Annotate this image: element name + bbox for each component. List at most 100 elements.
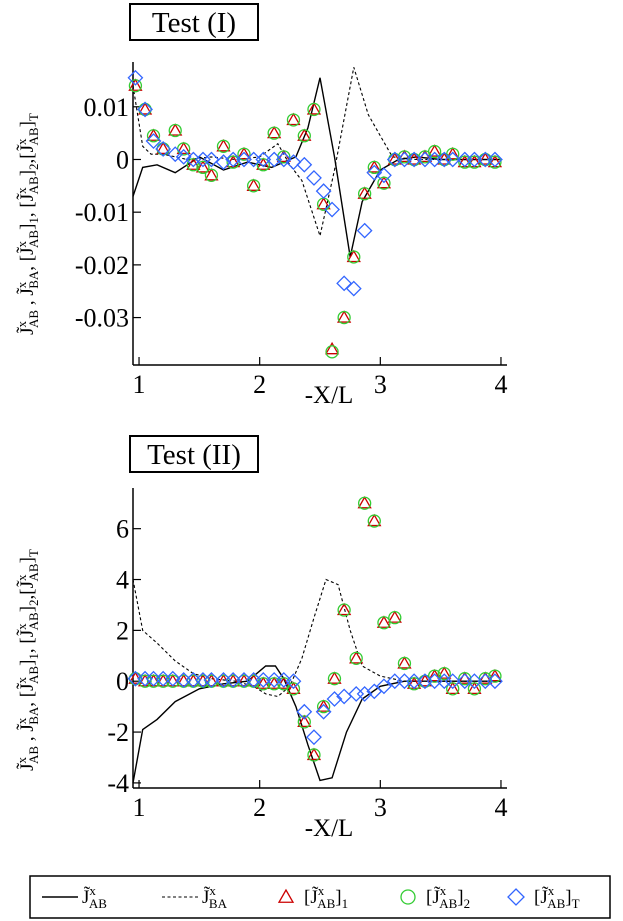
x-tick-label: 4 <box>494 793 507 822</box>
data-point-triangle <box>128 78 143 91</box>
chart1-x-label: -X/L <box>305 382 354 409</box>
x-tick-label: 2 <box>253 370 266 399</box>
legend-label: [J̃x AB]2 <box>426 883 470 911</box>
data-point-diamond <box>285 673 302 690</box>
legend-item-3: [J̃x AB]1 <box>277 883 348 911</box>
data-point-triangle <box>487 668 503 682</box>
data-point-diamond <box>306 170 322 186</box>
data-point-circle <box>467 682 482 696</box>
y-tick-label: -0.03 <box>75 304 129 333</box>
y-tick-label: 0.01 <box>84 93 130 122</box>
data-point-triangle <box>437 666 452 679</box>
data-point-circle <box>216 139 231 153</box>
data-point-diamond <box>203 151 220 168</box>
data-point-triangle <box>427 668 442 682</box>
data-point-circle <box>349 651 363 665</box>
data-point-circle <box>337 603 351 617</box>
data-point-triangle <box>445 681 460 694</box>
y-tick-label: -2 <box>107 718 129 747</box>
data-point-triangle <box>346 249 361 263</box>
data-point-diamond <box>356 686 373 702</box>
data-point-circle <box>297 715 311 729</box>
data-point-triangle <box>146 128 161 141</box>
data-point-circle <box>237 147 251 161</box>
legend-item-1: J̃x AB <box>42 883 107 911</box>
data-point-diamond <box>444 673 461 690</box>
data-point-circle <box>367 514 381 528</box>
legend-label: [J̃x AB]T <box>534 883 580 911</box>
data-point-diamond <box>466 673 483 690</box>
data-point-diamond <box>324 201 340 218</box>
data-point-triangle <box>195 160 211 173</box>
data-point-circle <box>186 158 200 172</box>
data-point-circle <box>267 126 281 140</box>
data-point-triangle <box>256 676 271 689</box>
data-point-triangle <box>236 146 252 160</box>
data-point-diamond <box>348 686 365 702</box>
data-point-diamond <box>127 69 144 86</box>
data-point-diamond <box>366 164 383 181</box>
data-point-diamond <box>255 151 272 168</box>
x-tick-label: 3 <box>374 793 387 822</box>
data-point-circle <box>357 187 372 201</box>
data-point-diamond <box>306 729 322 746</box>
x-tick-label: 2 <box>253 793 266 822</box>
data-point-circle <box>146 129 161 143</box>
data-point-circle <box>347 250 361 264</box>
data-point-triangle <box>137 102 153 115</box>
legend-item-2: J̃x BA <box>162 883 228 911</box>
data-point-triangle <box>337 602 352 616</box>
data-point-diamond <box>487 673 503 690</box>
data-point-triangle <box>267 676 282 689</box>
data-point-circle <box>307 748 321 762</box>
data-point-triangle <box>306 747 322 761</box>
chart1-title: Test (I) <box>152 7 236 39</box>
data-point-triangle <box>168 123 183 136</box>
data-point-triangle <box>349 651 364 664</box>
data-point-circle <box>307 102 321 117</box>
data-point-diamond <box>145 133 162 149</box>
data-point-diamond <box>175 148 192 165</box>
data-point-triangle <box>267 125 282 139</box>
data-point-triangle <box>367 513 382 527</box>
data-point-triangle <box>376 615 392 628</box>
data-point-circle <box>377 616 391 630</box>
data-point-triangle <box>176 141 191 155</box>
data-point-diamond <box>356 222 373 239</box>
data-point-diamond <box>137 101 153 118</box>
series-line-jab <box>132 665 501 784</box>
data-point-diamond <box>275 151 292 168</box>
data-point-circle <box>128 672 143 686</box>
data-point-triangle <box>216 139 231 152</box>
legend-marker-triangle <box>277 888 295 903</box>
data-point-diamond <box>164 670 181 687</box>
data-point-diamond <box>406 673 423 690</box>
data-point-triangle <box>246 178 261 191</box>
data-point-circle <box>337 310 351 325</box>
data-point-triangle <box>367 160 382 173</box>
legend-label: J̃x AB <box>82 883 107 911</box>
data-point-triangle <box>337 310 352 323</box>
data-point-triangle <box>286 112 301 126</box>
data-point-circle <box>246 179 261 193</box>
data-point-triangle <box>306 102 322 115</box>
data-point-circle <box>128 79 143 93</box>
data-point-diamond <box>275 672 292 688</box>
legend-item-4: [J̃x AB]2 <box>400 883 470 911</box>
data-point-circle <box>377 176 391 190</box>
data-point-triangle <box>397 656 412 669</box>
data-point-diamond <box>466 151 483 168</box>
chart1-title-box <box>129 3 259 41</box>
legend-box <box>29 875 611 919</box>
chart2-title: Test (II) <box>147 439 241 471</box>
data-point-circle <box>286 682 301 696</box>
x-tick-label: 3 <box>374 370 387 399</box>
y-tick-label: 0 <box>116 667 129 696</box>
data-point-circle <box>204 168 219 182</box>
data-point-circle <box>427 144 442 159</box>
data-point-triangle <box>467 681 482 694</box>
data-point-triangle <box>297 714 312 728</box>
data-point-triangle <box>376 175 392 189</box>
data-point-triangle <box>297 128 312 141</box>
